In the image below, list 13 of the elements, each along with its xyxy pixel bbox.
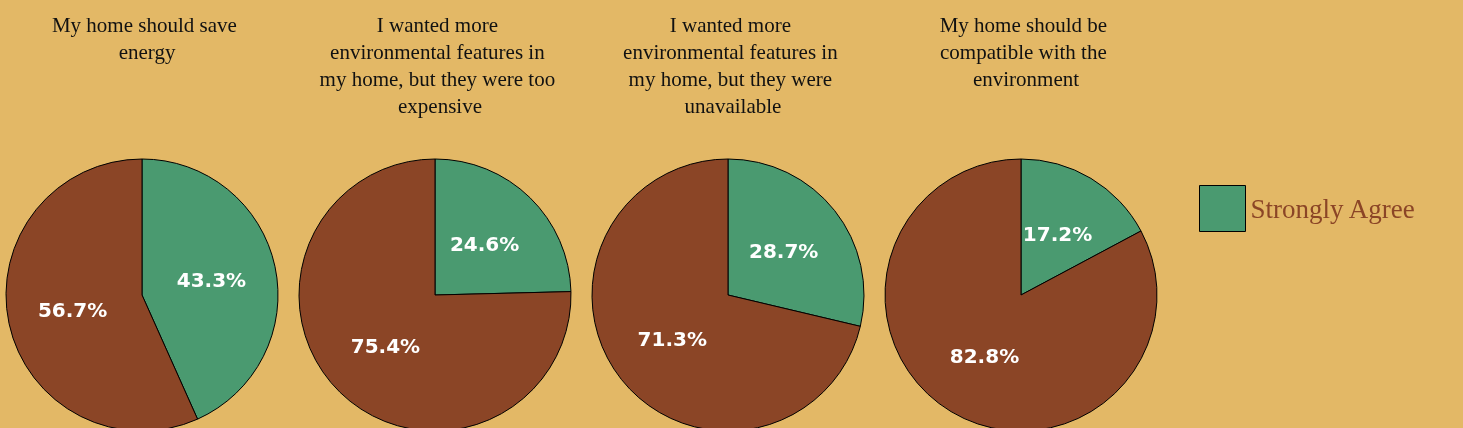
legend-label: Strongly Agree xyxy=(1250,193,1415,224)
chart-title: My home should save energy xyxy=(51,12,243,64)
chart-title: I wanted more environmental features in my home, but they were too expensive xyxy=(319,12,561,118)
data-label: 71.3% xyxy=(637,327,708,352)
chart-title: My home should be compatible with the environment xyxy=(939,12,1113,91)
data-label: 75.4% xyxy=(350,333,421,358)
data-label: 43.3% xyxy=(176,268,247,293)
data-label: 17.2% xyxy=(1022,222,1093,247)
chart-title: I wanted more environmental features in my home, but they were unavailable xyxy=(623,12,843,118)
data-label: 82.8% xyxy=(949,343,1020,368)
data-label: 28.7% xyxy=(748,238,819,263)
data-label: 24.6% xyxy=(449,232,520,257)
data-label: 56.7% xyxy=(37,297,108,322)
